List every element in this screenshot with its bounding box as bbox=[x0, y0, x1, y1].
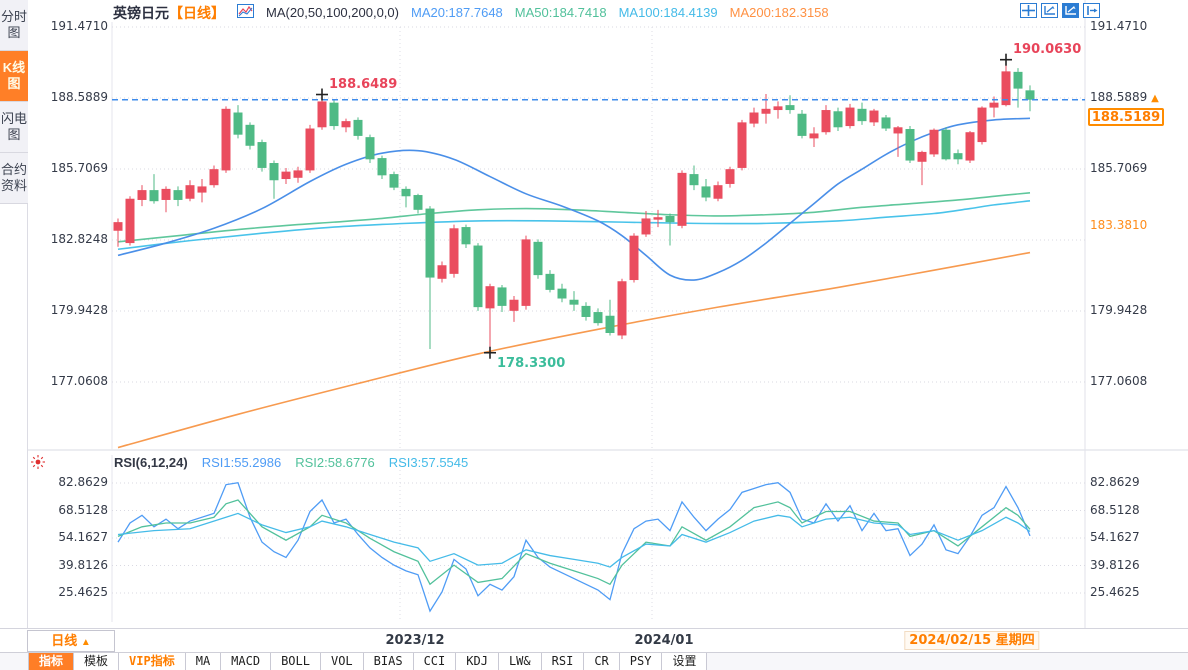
price-tick-left-2: 185.7069 bbox=[50, 161, 108, 175]
price-tick-right-0: 191.4710 bbox=[1090, 19, 1148, 33]
crosshair-icon[interactable] bbox=[1020, 3, 1037, 18]
rsi-tick-right-4: 25.4625 bbox=[1090, 585, 1140, 599]
rsi-tick-left-3: 39.8126 bbox=[58, 557, 108, 572]
tab-CCI[interactable]: CCI bbox=[413, 653, 457, 670]
time-axis-label-2: 2024/02/15 星期四 bbox=[904, 631, 1040, 650]
ma100-value: MA100:184.4139 bbox=[618, 5, 718, 20]
time-axis-label-1: 2024/01 bbox=[634, 633, 694, 648]
rsi-tick-right-3: 39.8126 bbox=[1090, 557, 1140, 572]
alert-dot-icon bbox=[30, 454, 46, 470]
rsi-line-rsi3 bbox=[117, 512, 1031, 568]
tab-MACD[interactable]: MACD bbox=[221, 653, 272, 670]
rsi-header: RSI(6,12,24) RSI1:55.2986 RSI2:58.6776 R… bbox=[114, 455, 468, 470]
axis-range-icon[interactable] bbox=[1041, 3, 1058, 18]
tab-设置[interactable]: 设置 bbox=[662, 653, 708, 670]
sidebar: 分时图 K线图 闪电图 合约资料 bbox=[0, 0, 28, 628]
period-selector-button[interactable]: 日线 ▲ bbox=[27, 630, 115, 652]
rsi1-value: RSI1:55.2986 bbox=[201, 455, 282, 470]
price-tick-left-1: 188.5889 bbox=[50, 90, 108, 104]
rsi-tick-right-0: 82.8629 bbox=[1090, 475, 1140, 489]
time-axis-row: 日线 ▲ 2023/12 2024/01 2024/02/15 星期四 bbox=[0, 628, 1188, 652]
ma200-value: MA200:182.3158 bbox=[729, 5, 829, 20]
ma-line-ma200 bbox=[117, 251, 1031, 449]
ma-indicator-label: MA(20,50,100,200,0,0) bbox=[266, 5, 399, 20]
time-axis-label-0: 2023/12 bbox=[385, 633, 445, 648]
tab-KDJ[interactable]: KDJ bbox=[456, 653, 499, 670]
price-annotation-178.3300: 178.3300 bbox=[497, 355, 566, 371]
price-tick-left-0: 191.4710 bbox=[50, 19, 108, 33]
tab-CR[interactable]: CR bbox=[584, 653, 620, 670]
ma-line-ma20 bbox=[117, 117, 1031, 281]
tab-VOL[interactable]: VOL bbox=[320, 653, 364, 670]
sidebar-item-0[interactable]: 分时图 bbox=[0, 0, 28, 51]
price-annotation-188.6489: 188.6489 bbox=[329, 76, 398, 92]
symbol-title: 英镑日元【日线】 bbox=[113, 3, 225, 23]
price-tick-right-3: 183.3810 bbox=[1090, 218, 1148, 233]
line-chart-icon bbox=[237, 4, 254, 21]
rsi2-value: RSI2:58.6776 bbox=[295, 455, 375, 470]
tab-MA[interactable]: MA bbox=[185, 653, 222, 670]
ma50-value: MA50:184.7418 bbox=[514, 5, 607, 20]
tab-BOLL[interactable]: BOLL bbox=[271, 653, 321, 670]
triangle-up-icon: ▲ bbox=[80, 637, 91, 648]
chart-header: 英镑日元【日线】 MA(20,50,100,200,0,0) MA20:187.… bbox=[113, 3, 829, 22]
axis-scale-icon[interactable] bbox=[1062, 3, 1079, 18]
rsi-tick-right-1: 68.5128 bbox=[1090, 502, 1140, 517]
rsi3-value: RSI3:57.5545 bbox=[388, 455, 469, 470]
rsi-tick-left-0: 82.8629 bbox=[58, 475, 108, 489]
chart-toolbar bbox=[1020, 3, 1100, 18]
rsi-tick-right-2: 54.1627 bbox=[1090, 530, 1140, 544]
price-annotation-190.0630: 190.0630 bbox=[1013, 41, 1082, 57]
rsi-tick-left-1: 68.5128 bbox=[58, 502, 108, 517]
rsi-tick-left-2: 54.1627 bbox=[58, 530, 108, 544]
tab-BIAS[interactable]: BIAS bbox=[363, 653, 414, 670]
price-tick-left-5: 177.0608 bbox=[50, 374, 108, 388]
ma-line-ma50 bbox=[117, 191, 1031, 243]
price-tick-left-4: 179.9428 bbox=[50, 303, 108, 317]
price-tick-right-2: 185.7069 bbox=[1090, 161, 1148, 175]
tab-LW&[interactable]: LW& bbox=[498, 653, 542, 670]
period-selector-label: 日线 bbox=[51, 633, 78, 648]
tab-RSI[interactable]: RSI bbox=[541, 653, 585, 670]
tab-PSY[interactable]: PSY bbox=[619, 653, 663, 670]
rsi-indicator-label: RSI(6,12,24) bbox=[114, 455, 188, 470]
ma-line-ma100 bbox=[117, 200, 1031, 251]
symbol-name: 英镑日元 bbox=[113, 4, 169, 21]
tab-VIP指标[interactable]: VIP指标 bbox=[119, 653, 186, 670]
rsi-line-rsi2 bbox=[117, 499, 1031, 586]
price-tick-right-5: 177.0608 bbox=[1090, 374, 1148, 388]
sidebar-item-3[interactable]: 合约资料 bbox=[0, 153, 28, 204]
rsi-line-rsi1 bbox=[117, 482, 1031, 613]
price-tick-left-3: 182.8248 bbox=[50, 232, 108, 246]
tab-指标[interactable]: 指标 bbox=[28, 653, 75, 670]
period-label: 【日线】 bbox=[169, 4, 225, 21]
triangle-up-icon: ▲ bbox=[1151, 93, 1159, 104]
sidebar-item-2[interactable]: 闪电图 bbox=[0, 102, 28, 153]
price-tick-right-4: 179.9428 bbox=[1090, 303, 1148, 317]
current-price-box: 188.5189 bbox=[1088, 107, 1164, 126]
sidebar-item-1[interactable]: K线图 bbox=[0, 51, 28, 102]
tab-模板[interactable]: 模板 bbox=[74, 653, 120, 670]
ma20-value: MA20:187.7648 bbox=[410, 5, 503, 20]
pane-expand-icon[interactable] bbox=[1083, 3, 1100, 18]
price-tick-right-1: 188.5889 ▲ bbox=[1090, 90, 1159, 104]
indicator-tabbar: 指标 模板 VIP指标 MA MACD BOLL VOL BIAS CCI KDJ LW& RSI CR… bbox=[0, 652, 1188, 670]
rsi-tick-left-4: 25.4625 bbox=[58, 585, 108, 599]
